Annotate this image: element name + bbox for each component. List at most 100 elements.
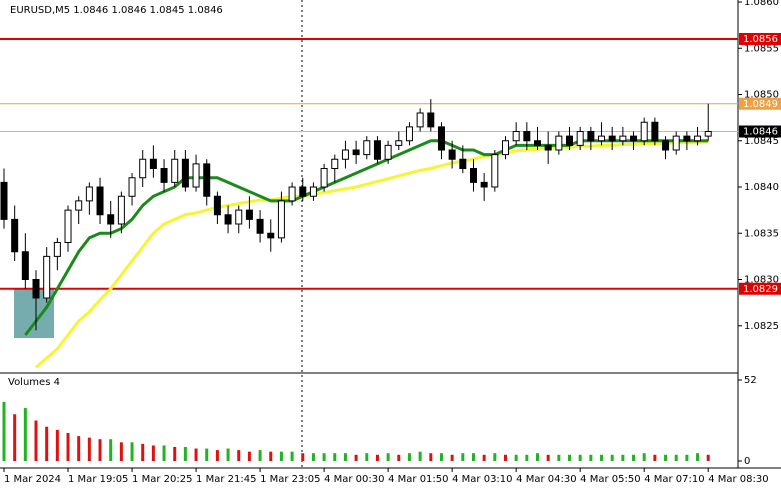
x-tick-label: 4 Mar 05:50 [580, 474, 640, 485]
candle-body [363, 140, 371, 156]
candle-body [587, 131, 595, 142]
candle-body [0, 181, 8, 220]
x-tick-label: 1 Mar 2024 [4, 474, 61, 485]
candle-body [395, 140, 403, 146]
candle-body [491, 154, 499, 188]
candle-body [181, 158, 189, 188]
candle-body [171, 158, 179, 183]
y-tick-label: 52 [744, 375, 757, 386]
candle-body [512, 131, 520, 142]
candle-body [192, 163, 200, 188]
candle-body [437, 126, 445, 151]
candle-body [235, 209, 243, 225]
candle-body [309, 186, 317, 197]
candle-body [43, 255, 51, 299]
candle-body [459, 158, 467, 169]
y-tick-label: 1.0835 [744, 228, 779, 239]
level-tag [739, 97, 781, 110]
candle-body [75, 200, 83, 211]
candle-body [32, 279, 40, 299]
x-tick-label: 1 Mar 19:05 [68, 474, 128, 485]
x-tick-label: 4 Mar 08:30 [708, 474, 768, 485]
candle-body [149, 158, 157, 169]
candle-body [630, 135, 638, 142]
candle-body [53, 242, 61, 257]
x-tick-label: 4 Mar 04:30 [516, 474, 576, 485]
candle-body [672, 135, 680, 151]
candle-body [224, 214, 232, 225]
candle-body [85, 186, 93, 202]
candle-body [203, 163, 211, 197]
candle-body [544, 144, 552, 151]
x-tick-label: 4 Mar 07:10 [644, 474, 704, 485]
candle-body [416, 112, 424, 128]
candle-body [651, 121, 659, 142]
candle-body [320, 168, 328, 188]
y-tick-label: 1.0840 [744, 182, 779, 193]
candle-body [213, 195, 221, 216]
candle-body [277, 200, 285, 239]
y-tick-label: 0 [744, 456, 750, 467]
candle-body [11, 218, 19, 253]
candle-body [683, 135, 691, 142]
candle-body [117, 195, 125, 225]
candle-body [160, 168, 168, 183]
candle-body [384, 144, 392, 160]
volume-label: Volumes 4 [8, 377, 60, 388]
candle-body [256, 218, 264, 234]
level-tag [739, 33, 781, 45]
x-tick-label: 4 Mar 01:50 [388, 474, 448, 485]
candle-body [480, 181, 488, 188]
x-tick-label: 1 Mar 21:45 [196, 474, 256, 485]
candle-body [139, 158, 147, 179]
candle-body [534, 140, 541, 146]
x-tick-label: 4 Mar 00:30 [324, 474, 384, 485]
y-tick-label: 1.0845 [744, 136, 779, 147]
candle-body [523, 131, 531, 142]
level-tag [739, 282, 781, 295]
candle-body [448, 149, 456, 160]
y-tick-label: 1.0855 [744, 43, 779, 54]
moving-average [24, 139, 709, 336]
candle-body [267, 232, 275, 239]
candle-body [501, 140, 509, 156]
level-label: 1.0849 [743, 99, 778, 110]
candle-body [619, 135, 627, 142]
candle-body [373, 140, 381, 160]
candle-body [331, 158, 339, 169]
y-tick-label: 1.0860 [744, 0, 779, 8]
candle-body [288, 186, 296, 202]
y-tick-label: 1.0825 [744, 321, 779, 332]
candle-body [107, 214, 115, 225]
candle-body [694, 135, 702, 142]
candle-body [704, 131, 712, 137]
x-tick-label: 1 Mar 20:25 [132, 474, 192, 485]
x-tick-label: 1 Mar 23:05 [260, 474, 320, 485]
candle-body [128, 177, 136, 197]
candle-body [96, 186, 104, 216]
candle-body [352, 149, 360, 156]
candle-body [405, 126, 413, 142]
candle-body [598, 135, 606, 142]
candle-body [299, 186, 307, 197]
level-label: 1.0829 [743, 284, 778, 295]
level-label: 1.0846 [743, 127, 778, 138]
candle-body [640, 121, 648, 142]
candle-body [245, 209, 253, 220]
candle-body [341, 149, 349, 160]
chart-title: EURUSD,M5 1.0846 1.0846 1.0845 1.0846 [10, 5, 223, 16]
y-tick-label: 1.0830 [744, 275, 779, 286]
candle-body [555, 135, 563, 151]
candle-body [469, 168, 477, 183]
candle-body [21, 251, 29, 280]
moving-average [35, 140, 709, 369]
candle-body [427, 112, 435, 128]
level-tag [739, 125, 781, 138]
x-tick-label: 4 Mar 03:10 [452, 474, 512, 485]
level-label: 1.0856 [743, 34, 778, 45]
candle-body [576, 131, 584, 146]
candle-body [64, 209, 72, 243]
candle-body [566, 135, 574, 146]
